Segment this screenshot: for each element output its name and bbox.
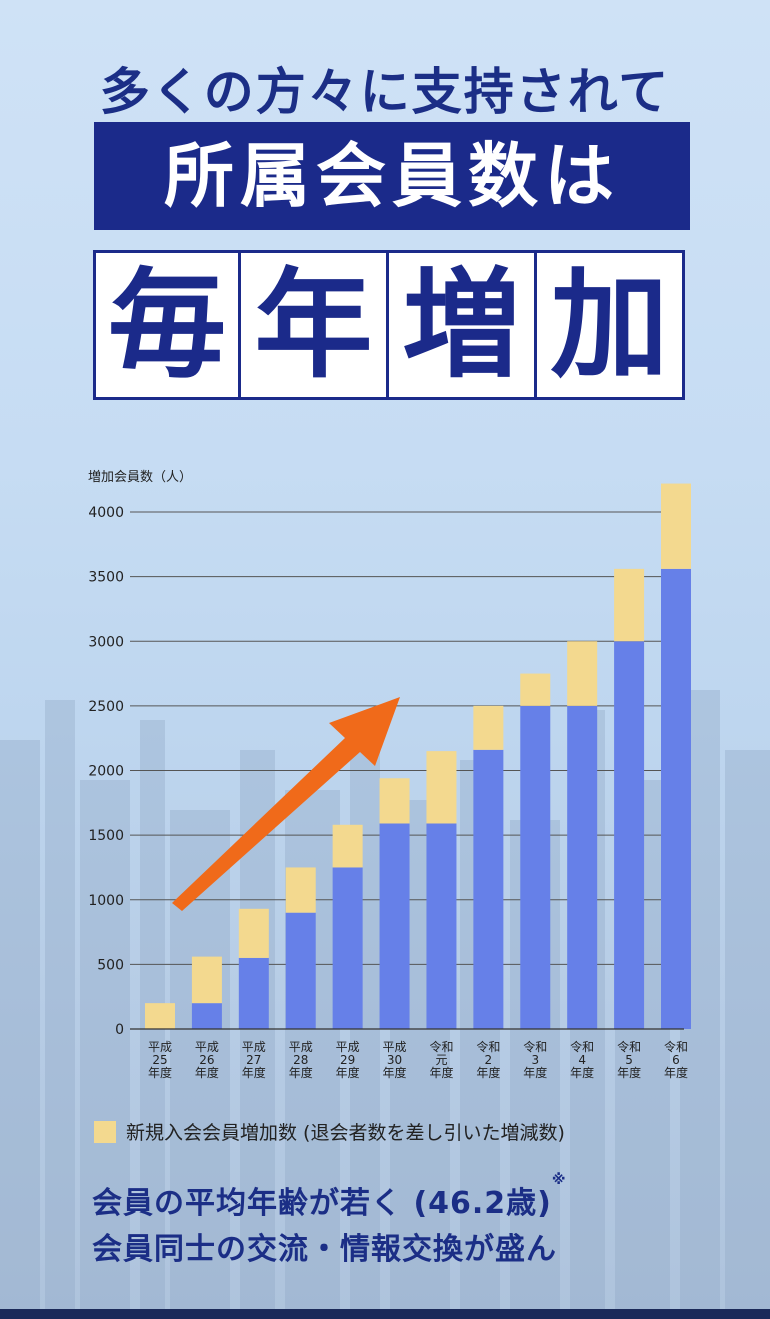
bar-increase-1 xyxy=(191,956,222,1004)
bar-base-2 xyxy=(238,957,269,1029)
y-tick-label: 2500 xyxy=(88,699,124,715)
bar-base-6 xyxy=(426,823,457,1029)
x-tick-label: 平成 25 年度 xyxy=(148,1040,172,1080)
headline-box-2: 年 xyxy=(241,250,389,400)
bar-increase-10 xyxy=(614,568,645,642)
city-skyline-background xyxy=(0,690,770,1319)
bar-base-11 xyxy=(661,568,691,1029)
bar-base-8 xyxy=(520,705,551,1029)
x-tick-label: 令和元年度 xyxy=(429,1039,453,1080)
y-tick-label: 1000 xyxy=(88,893,124,909)
feature-exchange: 会員同士の交流・情報交換が盛ん xyxy=(92,1232,557,1267)
bar-increase-8 xyxy=(520,673,551,706)
feature-young-members: 会員の平均年齢が若く (46.2歳)※ xyxy=(92,1172,567,1221)
bar-increase-7 xyxy=(473,705,504,750)
headline-boxes: 毎 年 増 加 xyxy=(93,250,687,400)
bar-increase-9 xyxy=(567,641,598,706)
bar-increase-5 xyxy=(379,778,410,824)
bar-base-9 xyxy=(567,705,598,1029)
x-tick-label: 令和 6 年度 xyxy=(664,1039,688,1080)
y-tick-label: 0 xyxy=(115,1022,124,1038)
x-tick-label: 令和 3 年度 xyxy=(523,1039,547,1080)
bar-increase-4 xyxy=(332,824,363,868)
bar-increase-2 xyxy=(238,908,269,958)
x-tick-label: 平成 29 年度 xyxy=(336,1040,360,1080)
member-growth-chart: 増加会員数（人） 0 500 1000 1500 2000 2500 3000 3500 4000… xyxy=(88,470,691,1080)
footnote-mark: ※ xyxy=(551,1172,567,1188)
bar-increase-6 xyxy=(426,751,457,824)
y-tick-label: 4000 xyxy=(88,505,124,521)
y-tick-label: 1500 xyxy=(88,828,124,844)
y-tick-label: 2000 xyxy=(88,764,124,780)
bar-base-10 xyxy=(614,641,645,1029)
y-tick-label: 3000 xyxy=(88,634,124,650)
headline-box-4: 加 xyxy=(537,250,685,400)
x-tick-label: 令和 5 年度 xyxy=(617,1039,641,1080)
y-tick-label: 3500 xyxy=(88,570,124,586)
bar-base-3 xyxy=(285,912,316,1029)
x-tick-label: 平成 28 年度 xyxy=(289,1040,313,1080)
headline-box-3: 増 xyxy=(389,250,537,400)
y-tick-label: 500 xyxy=(97,957,124,973)
legend-label: 新規入会会員増加数 (退会者数を差し引いた増減数) xyxy=(126,1122,565,1144)
x-tick-label: 平成 26 年度 xyxy=(195,1040,219,1080)
bar-base-1 xyxy=(191,1003,222,1029)
legend: 新規入会会員増加数 (退会者数を差し引いた増減数) xyxy=(94,1118,565,1145)
bar-increase-0 xyxy=(145,1003,175,1029)
legend-swatch xyxy=(94,1120,116,1143)
x-tick-label: 令和 2 年度 xyxy=(476,1039,500,1080)
x-tick-label: 平成 30 年度 xyxy=(383,1040,407,1080)
x-tick-label: 平成 27 年度 xyxy=(242,1040,266,1080)
headline-support: 多くの方々に支持されて xyxy=(99,63,671,121)
headline-box-1: 毎 xyxy=(93,250,241,400)
x-tick-label: 令和 4 年度 xyxy=(570,1039,594,1080)
bar-increase-3 xyxy=(285,867,316,913)
y-axis-label: 増加会員数（人） xyxy=(88,470,192,485)
bar-base-5 xyxy=(379,823,410,1029)
bar-base-7 xyxy=(473,749,504,1029)
bar-increase-11 xyxy=(661,483,691,569)
bar-base-4 xyxy=(332,867,363,1029)
headline-members: 所属会員数は xyxy=(94,122,690,230)
bottom-bar xyxy=(0,1309,770,1319)
growth-arrow xyxy=(172,697,400,911)
